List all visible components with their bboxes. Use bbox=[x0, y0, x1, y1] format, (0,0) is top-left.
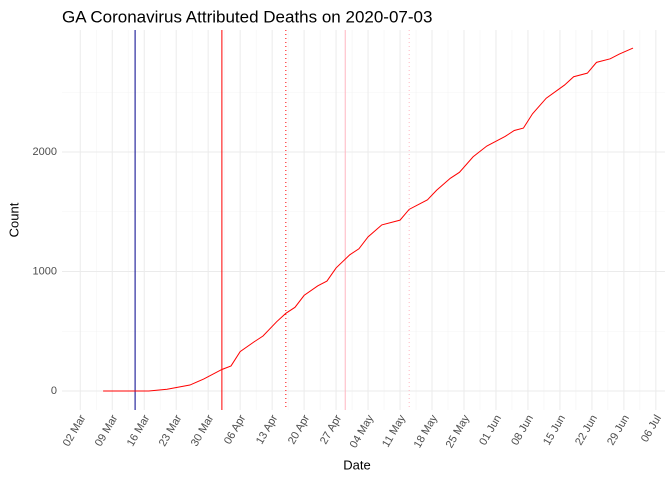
x-tick-label: 09 Mar bbox=[93, 413, 121, 449]
x-tick-label: 11 May bbox=[380, 413, 408, 450]
x-tick-label: 13 Apr bbox=[254, 413, 280, 447]
chart-title: GA Coronavirus Attributed Deaths on 2020… bbox=[62, 7, 432, 26]
x-tick-label: 27 Apr bbox=[318, 413, 344, 447]
data-line bbox=[103, 47, 634, 392]
x-tick-label: 06 Apr bbox=[222, 413, 248, 447]
x-tick-label: 18 May bbox=[412, 413, 441, 451]
y-tick-label: 2000 bbox=[33, 146, 57, 158]
x-tick-label: 29 Jun bbox=[605, 413, 632, 448]
x-tick-label: 22 Jun bbox=[573, 413, 600, 448]
x-tick-label: 08 Jun bbox=[509, 413, 536, 448]
x-tick-label: 16 Mar bbox=[125, 413, 153, 449]
y-axis-title: Count bbox=[6, 202, 21, 237]
x-tick-label: 04 May bbox=[348, 413, 377, 451]
y-tick-label: 1000 bbox=[33, 265, 57, 277]
y-tick-label: 0 bbox=[51, 385, 57, 397]
x-tick-label: 15 Jun bbox=[541, 413, 568, 448]
x-tick-label: 20 Apr bbox=[286, 413, 312, 447]
x-tick-label: 30 Mar bbox=[189, 413, 217, 449]
x-tick-label: 25 May bbox=[444, 413, 473, 451]
x-tick-label: 23 Mar bbox=[157, 413, 185, 449]
x-tick-label: 01 Jun bbox=[477, 413, 504, 448]
x-tick-label: 06 Jul bbox=[639, 413, 664, 444]
x-tick-label: 02 Mar bbox=[61, 413, 89, 449]
x-axis-title: Date bbox=[343, 457, 370, 472]
